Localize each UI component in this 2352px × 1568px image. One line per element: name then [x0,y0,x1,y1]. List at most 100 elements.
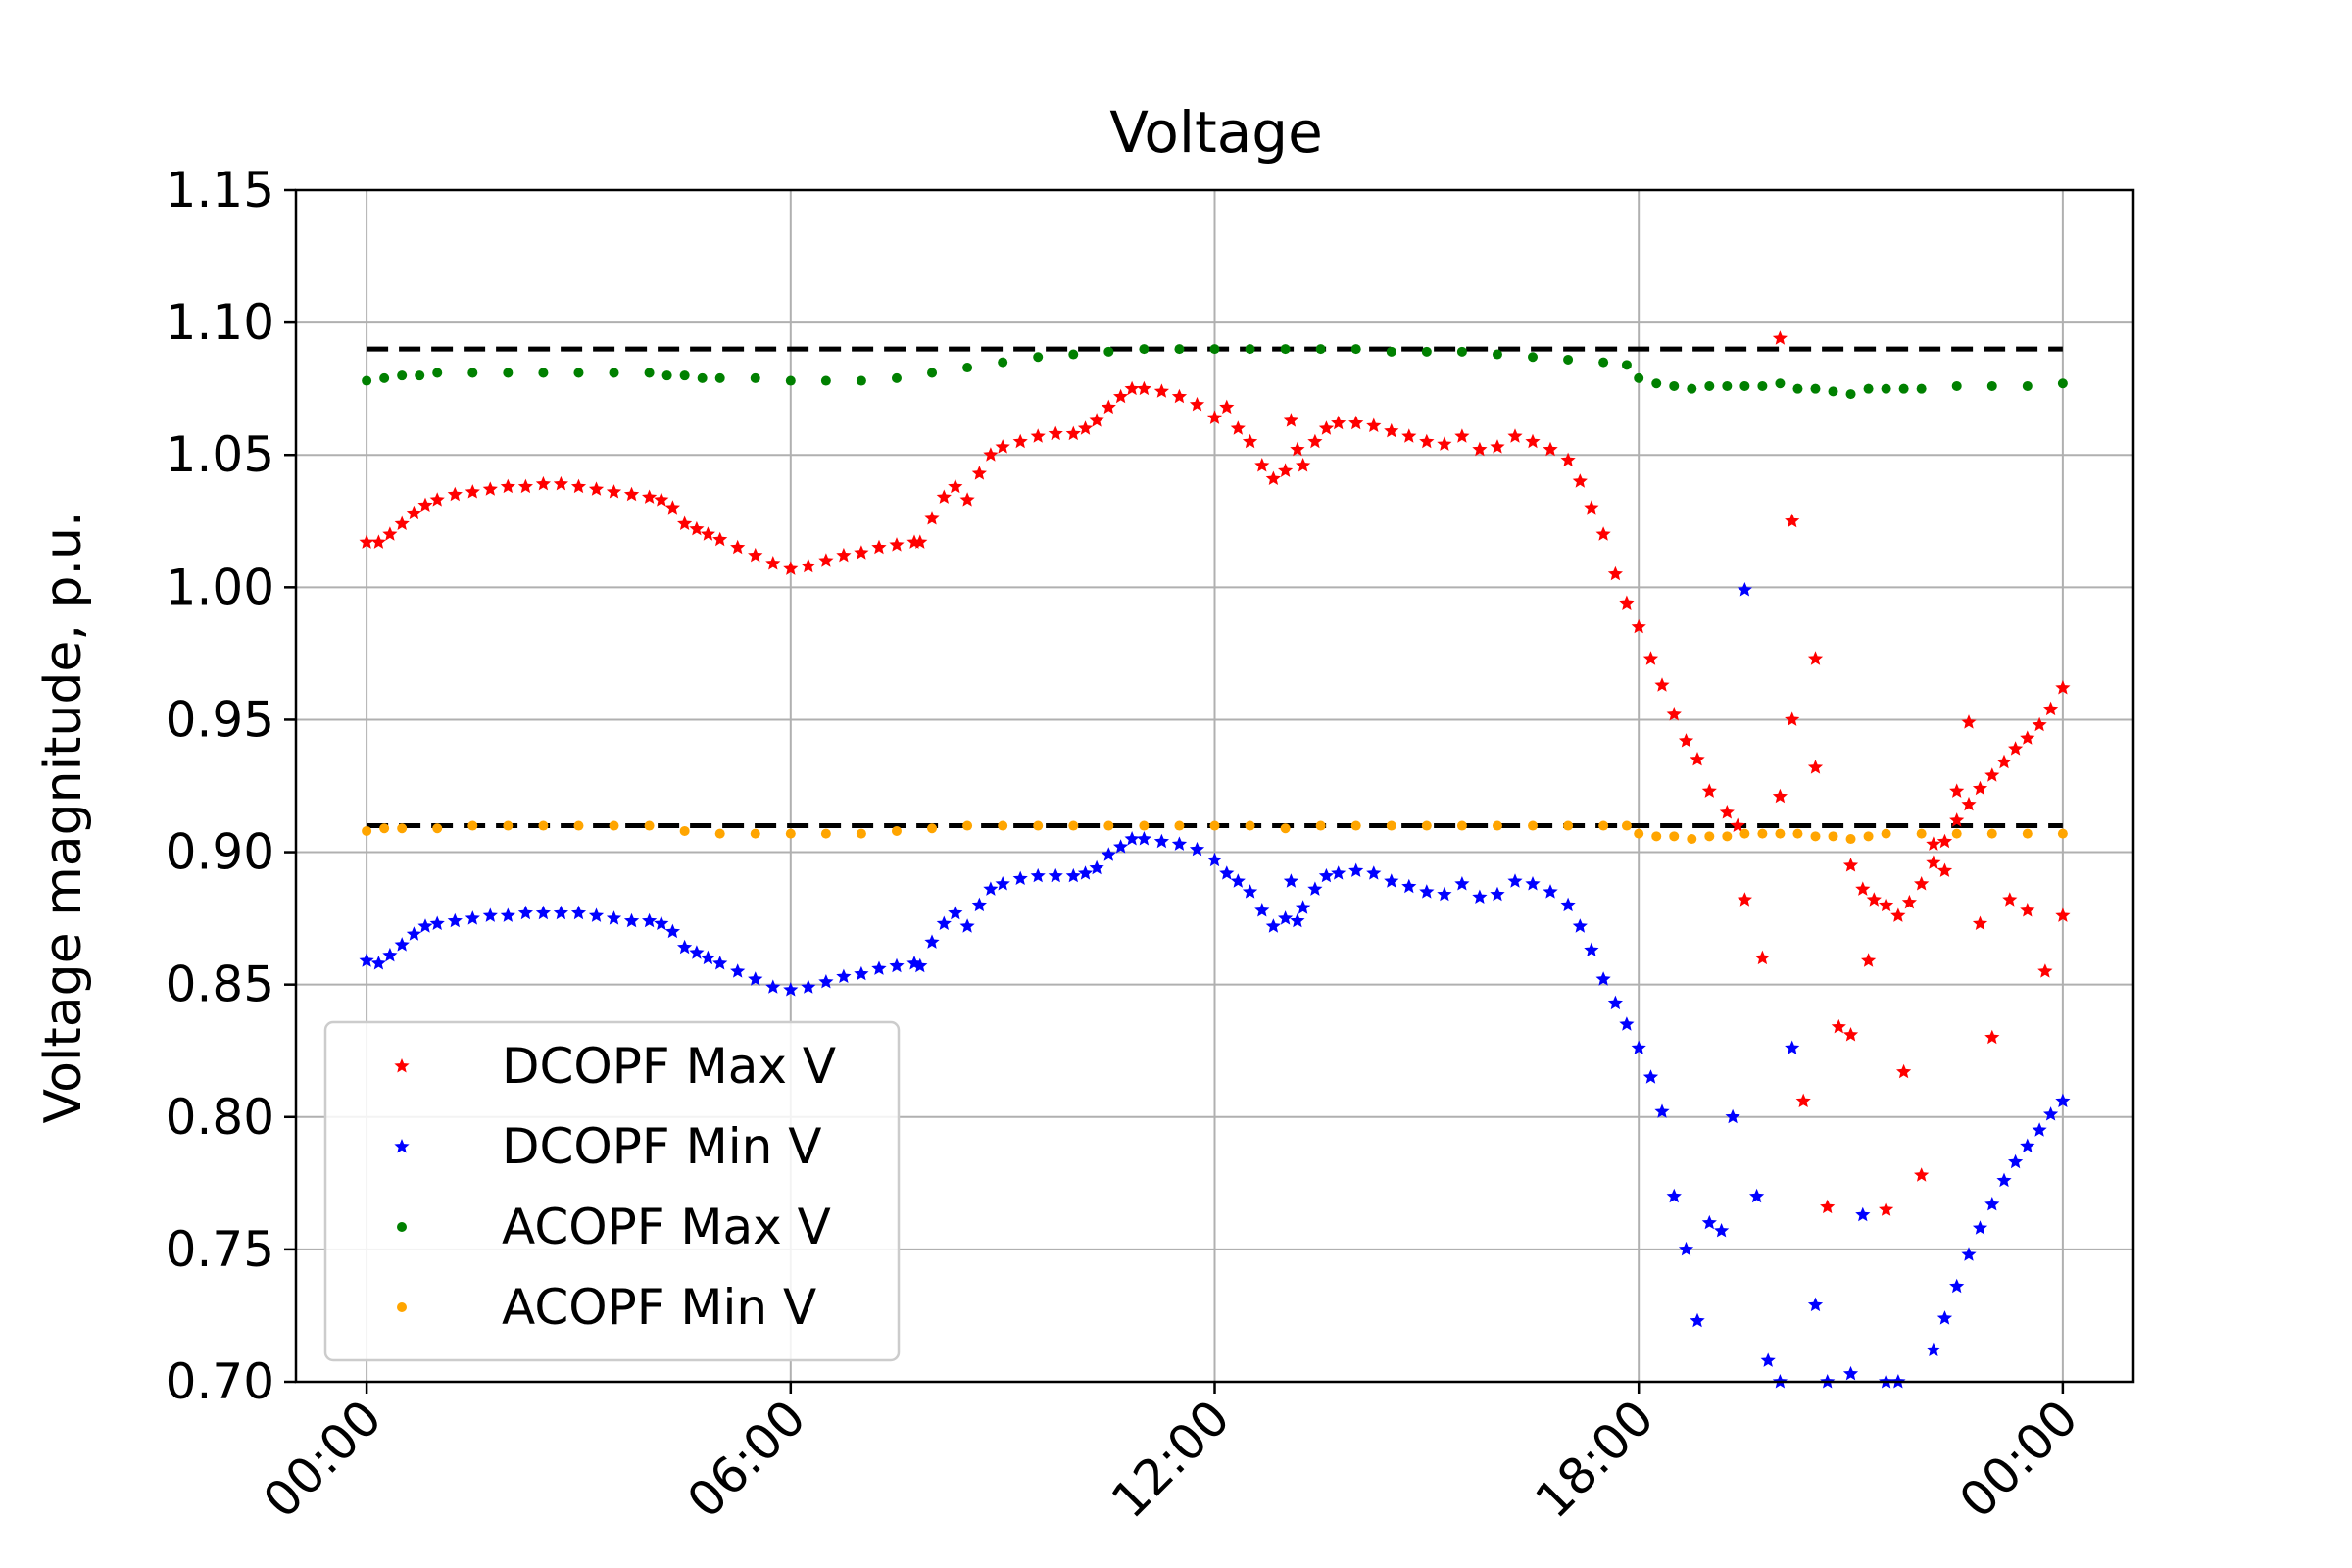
data-point [1454,428,1470,443]
data-point [1972,780,1988,796]
data-point [1598,820,1609,831]
data-point [482,907,498,922]
data-point [394,937,410,952]
data-point [1528,352,1539,363]
data-point [1901,894,1917,909]
data-point [1245,344,1255,355]
data-point [1651,378,1662,389]
data-point [1189,396,1205,412]
data-point [1775,828,1786,839]
data-point [1456,346,1467,357]
data-point [1792,383,1803,394]
data-point [1454,876,1470,891]
data-point [1315,344,1326,355]
data-point [1949,812,1965,827]
data-point [553,475,568,491]
data-point [1296,458,1311,472]
data-point [1584,942,1599,956]
data-point [1986,380,1997,391]
data-point [1845,389,1856,400]
data-point [677,939,693,955]
data-point [801,979,816,994]
data-point [570,478,587,494]
data-point [1492,820,1502,831]
data-point [1863,383,1874,394]
data-point [1631,618,1646,634]
data-point [1754,950,1770,965]
data-point [1153,833,1169,849]
data-point [677,515,693,530]
data-point [1437,886,1452,902]
data-point [1048,425,1063,441]
data-point [1331,415,1347,430]
data-point [2002,892,2018,906]
legend-marker [397,1302,407,1312]
data-point [1101,847,1116,861]
data-point [1219,865,1235,880]
data-point [538,820,549,831]
data-point [1386,820,1396,831]
data-point [1984,767,2000,782]
data-point [394,515,410,530]
data-point [2057,828,2068,839]
data-point [1103,820,1114,831]
data-point [1722,380,1733,391]
data-point [856,375,866,386]
data-point [664,923,680,939]
data-point [1366,865,1382,880]
y-tick-label: 1.10 [166,294,274,351]
data-point [2055,1093,2071,1107]
legend-label: ACOPF Min V [502,1279,816,1336]
data-point [503,820,514,831]
data-points [359,330,2071,1389]
data-point [1278,463,1294,477]
data-point [1634,828,1644,839]
data-point [1961,714,1977,729]
data-point [936,489,952,504]
data-point [714,828,725,839]
data-point [1795,1093,1811,1107]
legend-marker [394,1139,410,1153]
data-point [664,500,680,514]
data-point [447,486,463,502]
data-point [1678,733,1694,748]
data-point [765,556,781,570]
y-axis-title: Voltage magnitude, p.u. [34,512,93,1124]
data-point [1984,1197,2000,1211]
data-point [1881,383,1891,394]
data-point [397,370,408,381]
data-point [359,953,374,967]
data-point [1842,858,1859,872]
data-point [785,828,796,839]
data-point [748,547,763,563]
data-point [820,828,831,839]
data-point [679,825,690,836]
y-axis-ticks: 0.70 0.75 0.80 0.85 0.90 0.95 1.00 1.05 1.10 1.15 [166,162,296,1410]
data-point [1879,897,1894,912]
data-point [1704,831,1715,842]
data-point [500,907,515,922]
data-point [750,372,760,383]
data-point [642,489,658,504]
data-point [503,368,514,378]
data-point [432,823,443,834]
y-tick-label: 0.90 [166,824,274,881]
data-point [1012,433,1028,449]
data-point [1103,346,1114,357]
data-point [379,372,390,383]
data-point [1124,380,1140,396]
data-point [712,956,728,970]
data-point [1898,383,1909,394]
data-point [750,828,760,839]
data-point [1139,344,1150,355]
data-point [417,918,433,933]
data-point [1077,420,1094,435]
data-point [1619,1016,1635,1031]
legend: DCOPF Max V DCOPF Min V ACOPF Max V ACOPF M… [323,1020,901,1362]
data-point [1828,386,1838,397]
data-point [362,375,372,386]
data-point [1972,1220,1988,1235]
data-point [924,511,940,525]
data-point [1265,918,1281,933]
data-point [1936,862,1953,877]
